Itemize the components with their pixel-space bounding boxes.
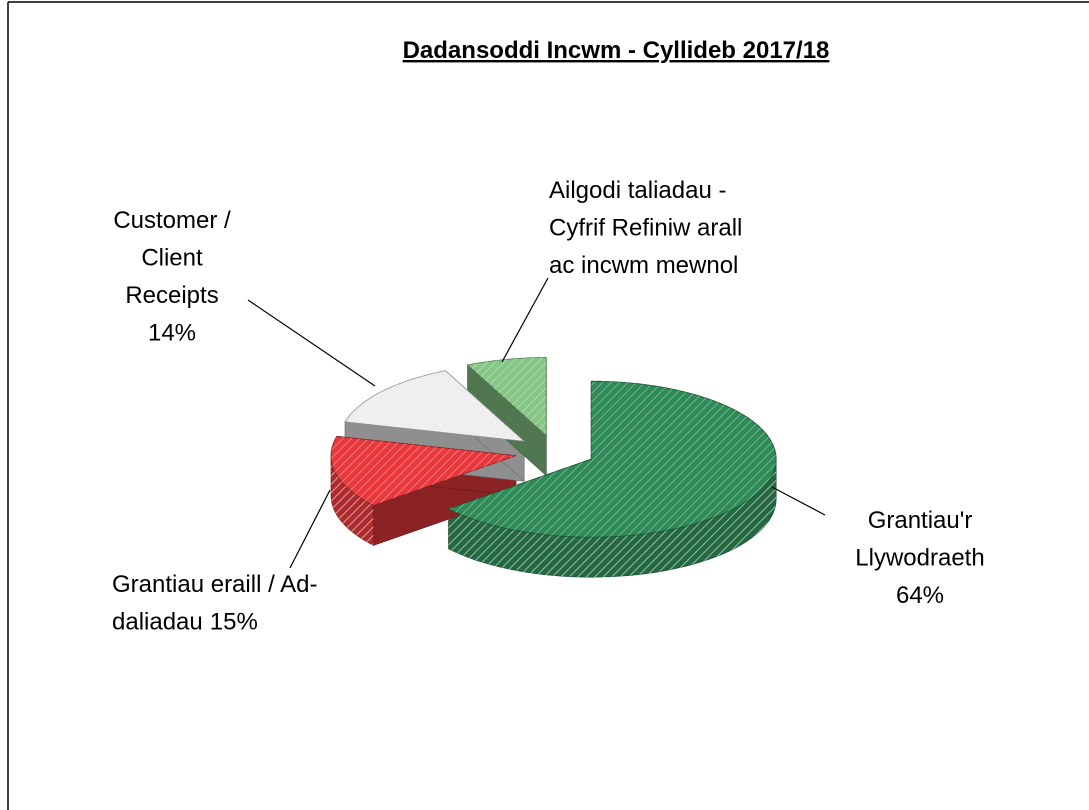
value-label: 64% (896, 582, 944, 609)
leader-line (289, 489, 331, 569)
leader-line (247, 299, 376, 387)
slice-label: Grantiau eraill / Ad-daliadau (112, 571, 317, 636)
slice-label: Ailgodi taliadau -Cyfrif Refiniw arall ac… (549, 177, 742, 279)
slice-label: Customer / Client Receipts (113, 207, 231, 309)
slice-texture (448, 381, 777, 538)
slice-texture (344, 370, 525, 442)
leader-line (501, 277, 549, 363)
slice-texture (467, 357, 547, 436)
slice-wall-texture (331, 455, 374, 546)
slice-label: Grantiau'r Llywodraeth (855, 507, 984, 572)
chart-title: Dadansoddi Incwm - Cyllideb 2017/18 (403, 37, 830, 64)
slice-texture (331, 436, 516, 506)
value-label: 15% (210, 609, 258, 636)
slice-wall-texture (448, 459, 777, 578)
value-label: 14% (148, 320, 196, 347)
leader-line (771, 486, 826, 516)
